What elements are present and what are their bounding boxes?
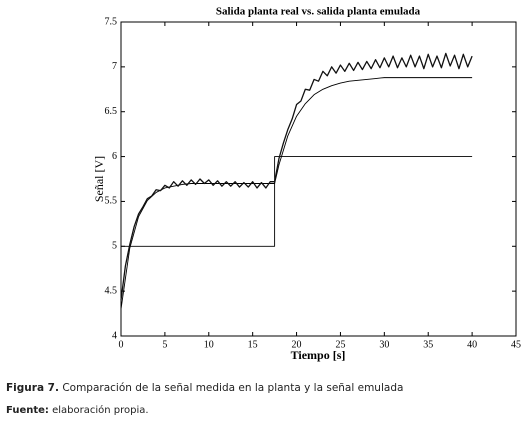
x-tick-label: 15 bbox=[248, 339, 258, 350]
x-tick-label: 20 bbox=[292, 339, 302, 350]
series-line bbox=[120, 156, 473, 336]
caption-text: Comparación de la señal medida en la pla… bbox=[62, 382, 404, 394]
plot-frame bbox=[120, 21, 517, 337]
x-tick-label: 5 bbox=[162, 339, 167, 350]
y-tick-label: 5.5 bbox=[105, 196, 118, 207]
source-text: elaboración propia. bbox=[52, 405, 149, 416]
series-line bbox=[120, 52, 473, 301]
y-tick-label: 6 bbox=[112, 151, 117, 162]
x-axis-label: Tiempo [s] bbox=[291, 348, 346, 362]
x-tick-label: 45 bbox=[511, 339, 521, 350]
x-tick-label: 0 bbox=[119, 339, 124, 350]
y-tick-label: 5 bbox=[112, 241, 117, 252]
y-tick-label: 7.5 bbox=[105, 16, 118, 27]
x-tick-label: 30 bbox=[379, 339, 389, 350]
y-tick-label: 6.5 bbox=[105, 106, 118, 117]
chart: Salida planta real vs. salida planta emu… bbox=[92, 6, 521, 362]
y-tick-label: 4 bbox=[112, 330, 117, 341]
y-axis-label: Señal [V] bbox=[92, 156, 106, 202]
y-tick-label: 7 bbox=[112, 61, 117, 72]
x-tick-label: 10 bbox=[204, 339, 214, 350]
source: Fuente: elaboración propia. bbox=[6, 405, 149, 416]
caption-label: Figura 7. bbox=[6, 382, 59, 394]
source-label: Fuente: bbox=[6, 405, 49, 416]
x-tick-label: 35 bbox=[423, 339, 433, 350]
chart-title: Salida planta real vs. salida planta emu… bbox=[216, 6, 421, 18]
x-tick-label: 40 bbox=[467, 339, 477, 350]
series-line bbox=[120, 77, 473, 310]
y-tick-label: 4.5 bbox=[105, 285, 118, 296]
x-tick-label: 25 bbox=[335, 339, 345, 350]
caption: Figura 7. Comparación de la señal medida… bbox=[6, 382, 403, 394]
